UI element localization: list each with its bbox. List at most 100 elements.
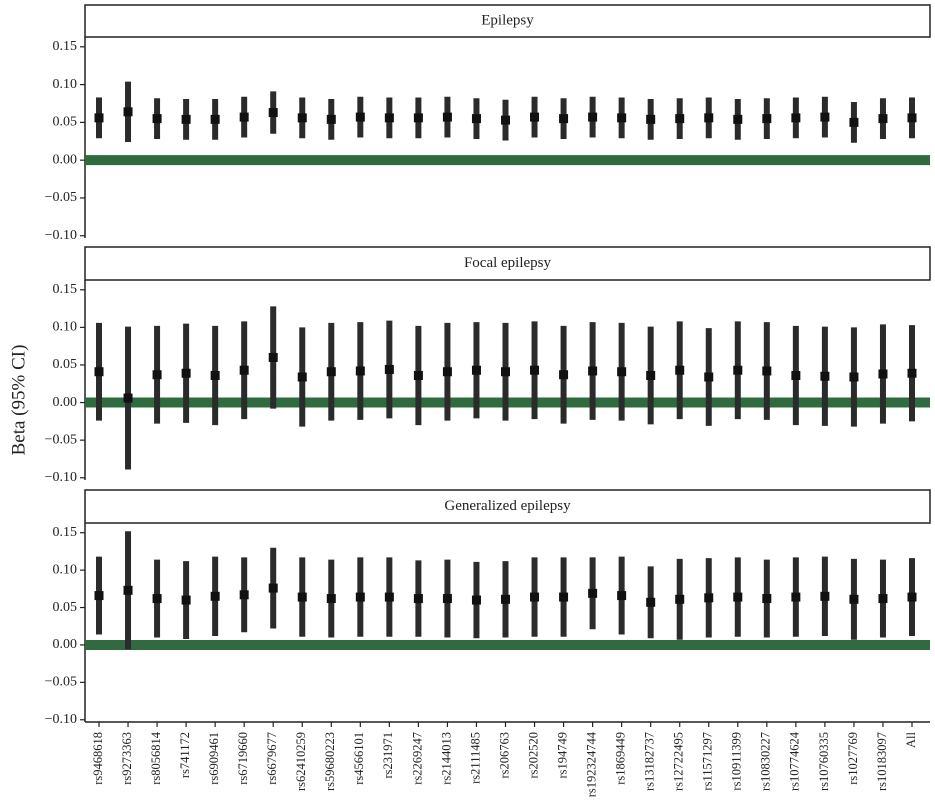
point (559, 114, 569, 124)
point (268, 352, 278, 362)
panel-title: Generalized epilepsy (444, 498, 571, 514)
point (559, 592, 569, 602)
point (326, 367, 336, 377)
x-tick-label: rs231971 (381, 732, 395, 779)
point (123, 393, 133, 403)
point (94, 591, 104, 601)
point (849, 594, 859, 604)
point (123, 585, 133, 595)
point (907, 592, 917, 602)
point (530, 592, 540, 602)
x-tick-label: rs10183097 (875, 732, 889, 791)
point (210, 114, 220, 124)
point (268, 108, 278, 118)
point (123, 107, 133, 117)
point (384, 592, 394, 602)
y-tick-label: 0.10 (53, 562, 78, 577)
point (878, 114, 888, 124)
point (704, 372, 714, 382)
y-tick-label: −0.10 (45, 470, 77, 485)
point (94, 367, 104, 377)
y-tick-label: 0.10 (53, 320, 78, 335)
x-tick-label: rs2111485 (468, 732, 482, 784)
point (733, 365, 743, 375)
point (152, 370, 162, 380)
point (791, 113, 801, 123)
x-tick-label: rs10830227 (759, 732, 773, 791)
point (733, 114, 743, 124)
point (181, 114, 191, 124)
point (297, 372, 307, 382)
x-tick-label: rs192324744 (584, 731, 598, 797)
point (471, 114, 481, 124)
y-tick-label: −0.05 (45, 675, 77, 690)
x-tick-label: rs6909461 (207, 732, 221, 785)
point (588, 112, 598, 122)
point (268, 583, 278, 593)
point (907, 368, 917, 378)
x-tick-label: rs59680223 (323, 732, 337, 791)
y-tick-label: 0.05 (53, 600, 78, 615)
x-tick-label: rs11571297 (701, 732, 715, 791)
point (675, 594, 685, 604)
panel-title: Focal epilepsy (464, 255, 552, 271)
point (355, 112, 365, 122)
point (762, 594, 772, 604)
x-tick-label: rs10774624 (788, 731, 802, 791)
point (849, 372, 859, 382)
x-tick-label: rs6719660 (236, 732, 250, 785)
point (442, 367, 452, 377)
x-tick-label: All (904, 731, 918, 748)
y-axis-label: Beta (95% CI) (8, 345, 29, 456)
point (820, 112, 830, 122)
x-tick-label: rs12722495 (672, 732, 686, 791)
point (152, 114, 162, 124)
point (355, 592, 365, 602)
y-tick-label: −0.05 (45, 432, 77, 447)
strip (84, 246, 931, 281)
x-tick-label: rs1869449 (614, 732, 628, 785)
y-tick-label: −0.05 (45, 190, 77, 205)
panel-title: Epilepsy (481, 12, 534, 28)
point (646, 597, 656, 607)
y-tick-label: 0.10 (53, 77, 78, 92)
point (239, 590, 249, 600)
point (675, 114, 685, 124)
point (384, 113, 394, 123)
point (297, 113, 307, 123)
point (239, 365, 249, 375)
point (820, 591, 830, 601)
point (471, 365, 481, 375)
y-tick-label: 0.05 (53, 115, 78, 130)
point (530, 112, 540, 122)
x-tick-label: rs13182737 (643, 732, 657, 791)
strip (84, 4, 931, 38)
point (210, 591, 220, 601)
point (878, 369, 888, 379)
point (501, 115, 510, 125)
x-tick-label: rs206763 (497, 732, 511, 779)
point (413, 113, 423, 123)
point (326, 114, 336, 124)
y-tick-label: −0.10 (45, 228, 77, 243)
y-tick-label: 0.00 (53, 395, 78, 410)
point (297, 592, 307, 602)
point (413, 370, 423, 380)
point (646, 114, 656, 124)
point (442, 594, 452, 604)
point (442, 112, 452, 122)
x-tick-label: rs4566101 (352, 732, 366, 785)
y-tick-label: 0.05 (53, 357, 78, 372)
point (530, 365, 540, 375)
x-tick-label: rs9273363 (120, 732, 134, 785)
point (820, 371, 830, 381)
x-tick-label: rs10911399 (730, 732, 744, 791)
y-tick-label: 0.15 (53, 525, 78, 540)
point (704, 113, 714, 123)
y-tick-label: 0.15 (53, 39, 78, 54)
point (675, 365, 685, 375)
point (152, 594, 162, 604)
y-tick-label: 0.00 (53, 637, 78, 652)
